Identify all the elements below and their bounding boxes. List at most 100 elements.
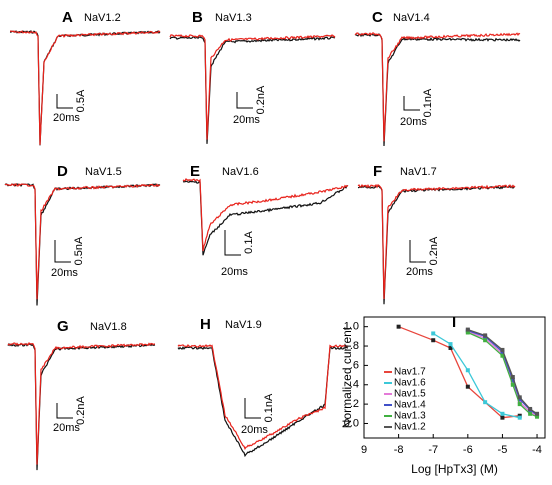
channel-name: NaV1.4 xyxy=(393,12,430,24)
panel-letter: A xyxy=(62,9,73,26)
data-point xyxy=(535,414,540,419)
current-trace xyxy=(177,343,349,450)
data-point xyxy=(500,415,505,420)
scale-bar xyxy=(224,230,241,256)
x-tick-label: 9 xyxy=(361,444,367,456)
x-axis-label: Log [HpTx3] (M) xyxy=(411,462,498,476)
current-trace xyxy=(182,180,349,256)
scale-bar xyxy=(56,403,73,419)
data-point xyxy=(517,415,522,420)
fit-line xyxy=(467,331,538,418)
current-trace xyxy=(169,34,336,140)
scale-bar xyxy=(56,94,73,109)
current-trace xyxy=(354,32,521,147)
legend-label: Nav1.5 xyxy=(394,389,426,400)
time-scale: 20ms xyxy=(53,422,80,434)
data-point xyxy=(510,377,515,382)
legend-label: Nav1.2 xyxy=(394,422,426,433)
time-scale: 20ms xyxy=(400,116,427,128)
data-point xyxy=(448,345,453,350)
current-scale: 0.5A xyxy=(75,89,87,112)
data-point xyxy=(500,411,505,416)
y-tick-label: .6 xyxy=(350,359,359,371)
scale-bar xyxy=(236,92,253,109)
scale-bar xyxy=(409,240,426,263)
channel-name: NaV1.3 xyxy=(215,12,252,24)
time-scale: 20ms xyxy=(233,114,260,126)
legend-label: Nav1.6 xyxy=(394,378,426,389)
data-point xyxy=(396,324,401,329)
channel-name: NaV1.5 xyxy=(85,166,122,178)
panel-letter: E xyxy=(190,163,200,180)
current-scale: 0.1nA xyxy=(263,393,275,422)
data-point xyxy=(528,411,533,416)
time-scale: 20ms xyxy=(53,112,80,124)
y-tick-label: 0.0 xyxy=(344,417,359,429)
current-scale: 0.2nA xyxy=(428,236,440,265)
panel-letter: B xyxy=(192,9,203,26)
panel-letter: F xyxy=(373,163,382,180)
y-tick-label: .8 xyxy=(350,340,359,352)
scale-bar xyxy=(244,398,261,419)
current-trace xyxy=(182,178,349,252)
data-point xyxy=(465,327,470,332)
panel-letter: H xyxy=(200,316,211,333)
data-point xyxy=(510,382,515,387)
time-scale: 20ms xyxy=(221,266,248,278)
fit-line xyxy=(467,330,538,417)
data-point xyxy=(431,338,436,343)
y-tick-label: 1.0 xyxy=(344,321,359,333)
panel-letter: I xyxy=(452,314,456,331)
data-point xyxy=(510,375,515,380)
legend-label: Nav1.7 xyxy=(394,367,426,378)
data-point xyxy=(465,368,470,373)
legend-label: Nav1.3 xyxy=(394,411,426,422)
data-point xyxy=(448,342,453,347)
plot-frame xyxy=(363,316,546,439)
y-axis-label: Normalized current xyxy=(340,326,354,428)
channel-name: NaV1.7 xyxy=(400,166,437,178)
panel-letter: D xyxy=(57,163,68,180)
scale-bar xyxy=(403,96,420,111)
data-point xyxy=(483,338,488,343)
current-scale: 0.2nA xyxy=(75,395,87,424)
current-scale: 0.2nA xyxy=(255,85,267,114)
data-point xyxy=(500,347,505,352)
current-scale: 0.1A xyxy=(243,231,255,254)
scale-bar xyxy=(54,240,71,263)
current-trace xyxy=(354,32,521,142)
current-trace xyxy=(5,183,161,300)
y-tick-label: .2 xyxy=(350,398,359,410)
data-point xyxy=(517,395,522,400)
current-trace xyxy=(177,346,349,458)
x-tick-label: -4 xyxy=(532,444,542,456)
data-point xyxy=(535,411,540,416)
current-scale: 0.1nA xyxy=(422,88,434,117)
data-point xyxy=(528,406,533,411)
time-scale: 20ms xyxy=(51,267,78,279)
legend-label: Nav1.4 xyxy=(394,400,426,411)
data-point xyxy=(517,402,522,407)
current-trace xyxy=(169,35,336,144)
data-point xyxy=(483,400,488,405)
time-scale: 20ms xyxy=(406,266,433,278)
data-point xyxy=(465,384,470,389)
x-tick-label: -5 xyxy=(498,444,508,456)
data-point xyxy=(431,331,436,336)
panel-letter: G xyxy=(57,318,69,335)
data-point xyxy=(465,330,470,335)
x-tick-label: -6 xyxy=(463,444,473,456)
current-trace xyxy=(357,183,516,300)
time-scale: 20ms xyxy=(241,424,268,436)
fit-line xyxy=(467,329,538,416)
panel-letter: C xyxy=(372,9,383,26)
channel-name: NaV1.9 xyxy=(225,319,262,331)
channel-name: NaV1.8 xyxy=(90,321,127,333)
data-point xyxy=(483,333,488,338)
current-trace xyxy=(9,30,161,146)
current-trace xyxy=(10,30,161,145)
current-trace xyxy=(7,342,156,465)
x-tick-label: -7 xyxy=(428,444,438,456)
fit-line xyxy=(467,328,538,415)
